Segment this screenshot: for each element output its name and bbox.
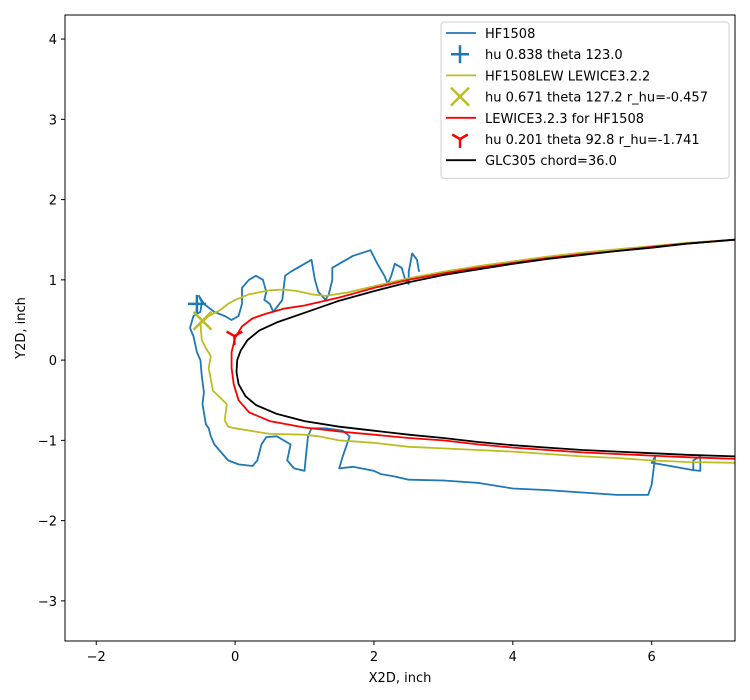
legend-item-3: hu 0.671 theta 127.2 r_hu=-0.457 [450,86,708,107]
y-tick-label: 0 [49,354,57,369]
series-line-6 [235,238,735,458]
x-axis: −2 0 2 4 6 [87,641,656,665]
y-tick-label: 4 [49,33,57,48]
legend-item-4: LEWICE3.2.3 for HF1508 [446,112,644,127]
x-tick-label: −2 [87,650,106,665]
y-tick-label: 1 [49,274,57,289]
legend-item-1: hu 0.838 theta 123.0 [451,45,623,64]
x-tick-label: 4 [509,650,517,665]
legend-label: GLC305 chord=36.0 [485,154,617,169]
legend-box [440,21,730,179]
y-tick-label: −2 [38,515,57,530]
series-marker-3-0 [192,310,213,331]
legend-label: LEWICE3.2.3 for HF1508 [485,112,644,127]
series-marker-5-0 [225,330,243,346]
x-axis-label: X2D, inch [369,671,432,686]
series-line-0 [189,249,702,496]
y-tick-label: −3 [38,595,57,610]
legend-swatch [450,86,470,107]
legend-item-0: HF1508 [446,27,535,42]
x-tick-label: 0 [231,650,239,665]
legend-item-5: hu 0.201 theta 92.8 r_hu=-1.741 [451,133,700,148]
x-tick-label: 2 [370,650,378,665]
legend-label: HF1508LEW LEWICE3.2.2 [485,69,650,84]
series-layer [187,238,735,496]
series-line-2 [199,238,735,464]
series-marker-1-0 [187,294,206,313]
y-tick-label: 3 [49,113,57,128]
y-axis-label: Y2D, inch [14,297,29,360]
plot-frame [64,14,736,642]
legend-item-6: GLC305 chord=36.0 [446,154,617,169]
legend: HF1508 hu 0.838 theta 123.0 HF1508LEW LEWI… [440,21,730,179]
legend-label: hu 0.201 theta 92.8 r_hu=-1.741 [485,133,700,148]
legend-item-2: HF1508LEW LEWICE3.2.2 [446,69,650,84]
legend-swatch [451,133,469,148]
y-tick-label: −1 [38,434,57,449]
y-tick-label: 2 [49,194,57,209]
legend-label: hu 0.838 theta 123.0 [485,48,623,63]
legend-swatch [451,45,469,64]
x-tick-label: 6 [648,650,656,665]
y-axis: −3 −2 −1 0 1 2 3 4 [38,33,65,610]
legend-label: HF1508 [485,27,535,42]
legend-label: hu 0.671 theta 127.2 r_hu=-0.457 [485,91,708,106]
